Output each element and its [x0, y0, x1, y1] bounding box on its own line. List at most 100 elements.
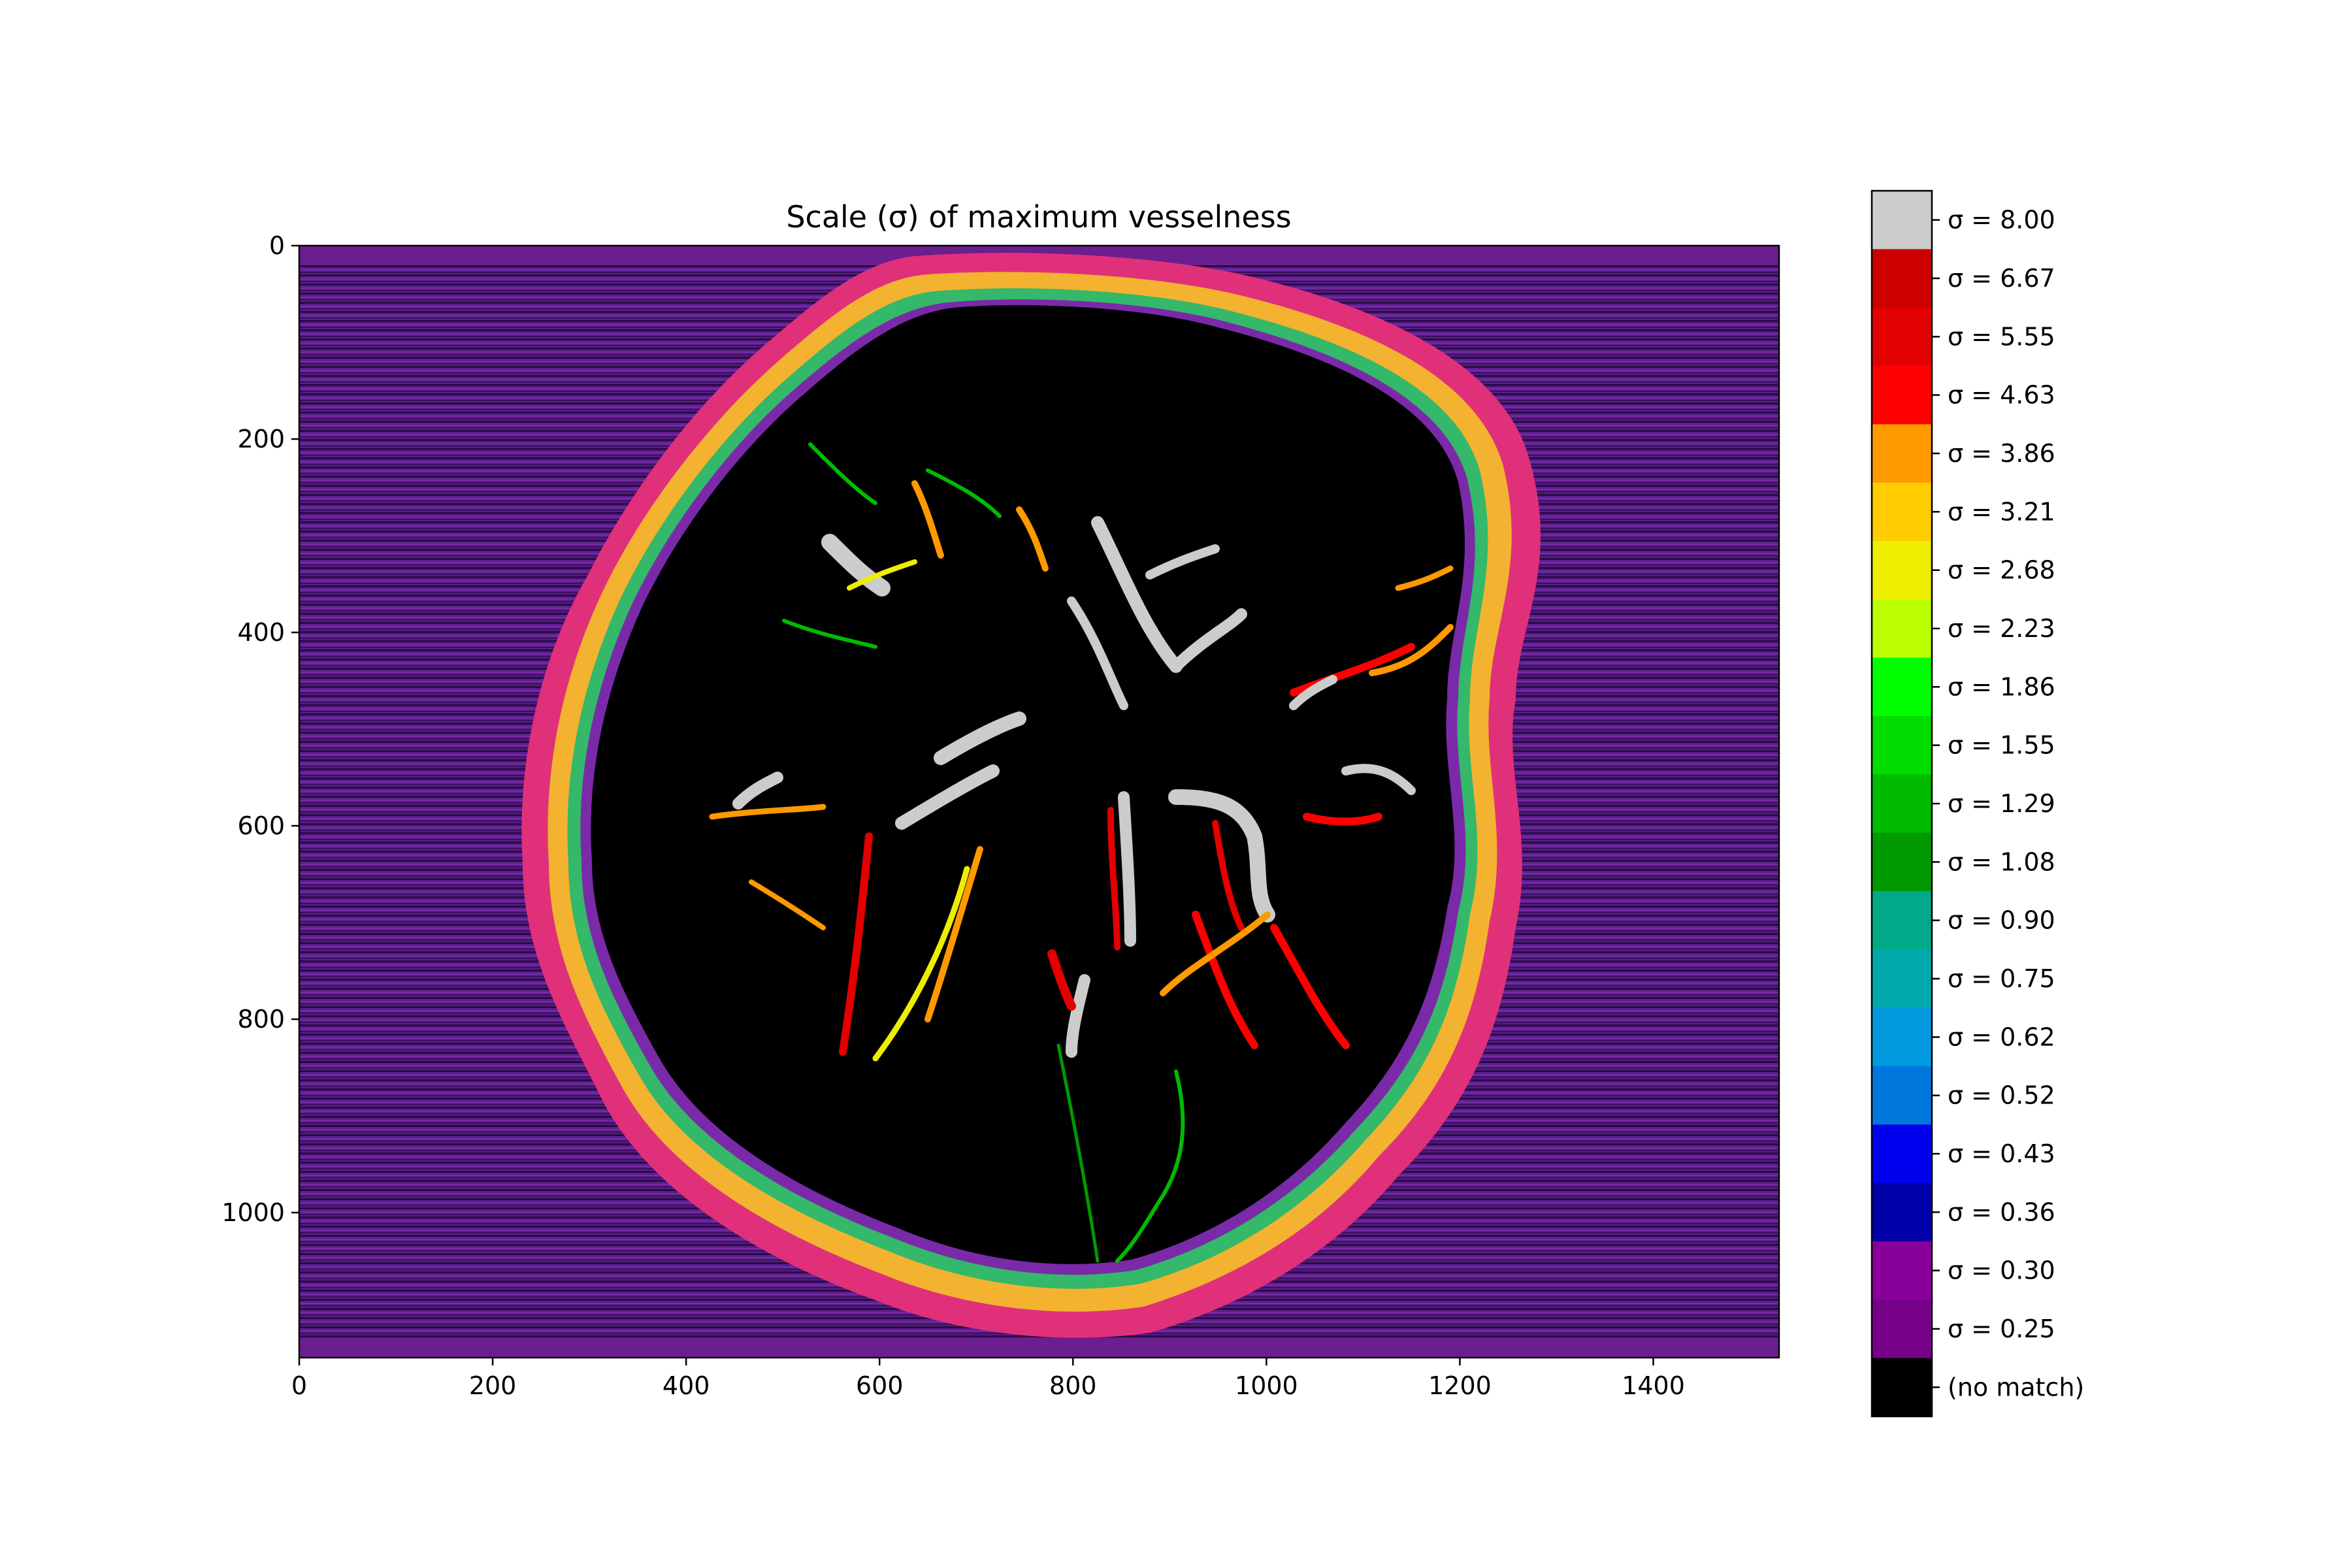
vessel: [911, 480, 944, 559]
colorbar-swatch: [1872, 891, 1932, 950]
vessel: [709, 804, 826, 820]
vessel: [1056, 1043, 1100, 1263]
vessel: [1047, 949, 1076, 1011]
y-tick-label: 400: [237, 618, 285, 647]
colorbar-swatch: [1872, 1299, 1932, 1359]
x-axis-ticks: 0 200 400 600 800 1000 1200 1400: [291, 1358, 1685, 1400]
x-tick-label: 600: [856, 1371, 904, 1400]
vessel: [847, 559, 917, 591]
colorbar-label: σ = 5.55: [1948, 322, 2055, 351]
colorbar-label: σ = 3.21: [1948, 497, 2055, 526]
vessel: [1067, 596, 1128, 710]
image-bottom-band: [299, 1338, 1779, 1358]
y-tick-label: 600: [237, 811, 285, 840]
vessel: [895, 764, 1000, 830]
colorbar-swatch: [1872, 716, 1932, 775]
colorbar-label: σ = 1.86: [1948, 672, 2055, 701]
vessel: [1145, 544, 1220, 580]
colorbar-swatch: [1872, 657, 1932, 717]
y-tick-label: 800: [237, 1005, 285, 1034]
colorbar-swatch: [1872, 366, 1932, 425]
vessel: [808, 442, 877, 505]
vessel: [732, 772, 783, 809]
vessel: [1160, 911, 1271, 996]
vessel: [926, 468, 1002, 518]
colorbar-label: σ = 3.86: [1948, 439, 2055, 468]
x-tick-label: 400: [662, 1371, 710, 1400]
colorbar-swatch: [1872, 599, 1932, 659]
vessel: [1395, 565, 1454, 591]
colorbar-swatch: [1872, 1066, 1932, 1125]
colorbar-label: σ = 0.36: [1948, 1198, 2055, 1226]
vessel: [1270, 924, 1350, 1049]
colorbar-swatch: [1872, 1183, 1932, 1242]
colorbar-label: σ = 0.43: [1948, 1139, 2055, 1168]
colorbar-swatch: [1872, 774, 1932, 834]
vessel: [749, 879, 826, 930]
colorbar-swatch: [1872, 424, 1932, 483]
vessel-structures: [709, 442, 1454, 1263]
lung-region: [591, 305, 1465, 1264]
vessel: [1192, 911, 1258, 1049]
y-axis-ticks: 0 200 400 600 800 1000: [221, 231, 299, 1227]
colorbar-label: σ = 6.67: [1948, 264, 2055, 293]
colorbar-swatch: [1872, 307, 1932, 367]
colorbar-label: σ = 2.23: [1948, 614, 2055, 643]
x-tick-label: 800: [1049, 1371, 1097, 1400]
colorbar-swatch: [1872, 191, 1932, 250]
vessel: [1212, 820, 1245, 931]
vessel: [924, 846, 983, 1022]
vessel: [1289, 675, 1337, 710]
colorbar-label: σ = 0.25: [1948, 1315, 2055, 1343]
vessel: [1118, 791, 1136, 947]
colorbar-label: σ = 1.08: [1948, 847, 2055, 876]
vessel: [1107, 807, 1120, 951]
colorbar: σ = 8.00 σ = 6.67 σ = 5.55 σ = 4.63 σ = 3.86…: [1870, 189, 2084, 1418]
colorbar-label: σ = 2.68: [1948, 556, 2055, 585]
colorbar-swatch: [1872, 482, 1932, 542]
colorbar-label: σ = 0.30: [1948, 1256, 2055, 1285]
colorbar-frame: [1870, 189, 1933, 1418]
colorbar-label: σ = 1.29: [1948, 789, 2055, 818]
chart-title: Scale (σ) of maximum vesselness: [786, 199, 1291, 235]
vessel: [934, 711, 1026, 765]
vessel: [1066, 974, 1090, 1058]
colorbar-label: (no match): [1948, 1373, 2084, 1401]
y-tick-label: 1000: [221, 1198, 285, 1227]
colorbar-swatch: [1872, 541, 1932, 600]
colorbar-swatch: [1872, 1241, 1932, 1300]
plot-area: [299, 246, 1779, 1358]
colorbar-label: σ = 4.63: [1948, 381, 2055, 410]
colorbar-swatch: [1872, 1007, 1932, 1067]
colorbar-label: σ = 0.62: [1948, 1022, 2055, 1051]
colorbar-label: σ = 1.55: [1948, 731, 2055, 760]
y-tick-label: 0: [269, 231, 285, 260]
vessel: [1369, 624, 1454, 676]
colorbar-label: σ = 0.52: [1948, 1081, 2055, 1110]
x-tick-label: 1000: [1235, 1371, 1298, 1400]
x-tick-label: 0: [291, 1371, 307, 1400]
colorbar-swatch: [1872, 832, 1932, 892]
x-tick-label: 1400: [1622, 1371, 1685, 1400]
vessel: [821, 534, 890, 596]
vessel: [782, 619, 877, 649]
colorbar-swatch: [1872, 1124, 1932, 1184]
y-tick-label: 200: [237, 425, 285, 453]
x-tick-label: 200: [469, 1371, 517, 1400]
colorbar-label: σ = 0.75: [1948, 964, 2055, 993]
colorbar-swatch: [1872, 1358, 1932, 1417]
vessel: [1168, 789, 1275, 923]
axes-frame: [298, 244, 1780, 1359]
colorbar-swatch: [1872, 249, 1932, 308]
vessel: [839, 832, 873, 1056]
colorbar-label: σ = 0.90: [1948, 906, 2055, 935]
x-tick-label: 1200: [1428, 1371, 1492, 1400]
vessel: [1303, 813, 1382, 826]
vessel: [1341, 764, 1416, 795]
vessel: [872, 866, 970, 1062]
vessel: [1170, 608, 1247, 672]
vessel: [1016, 506, 1049, 572]
colorbar-swatch: [1872, 949, 1932, 1009]
colorbar-label: σ = 8.00: [1948, 206, 2055, 235]
